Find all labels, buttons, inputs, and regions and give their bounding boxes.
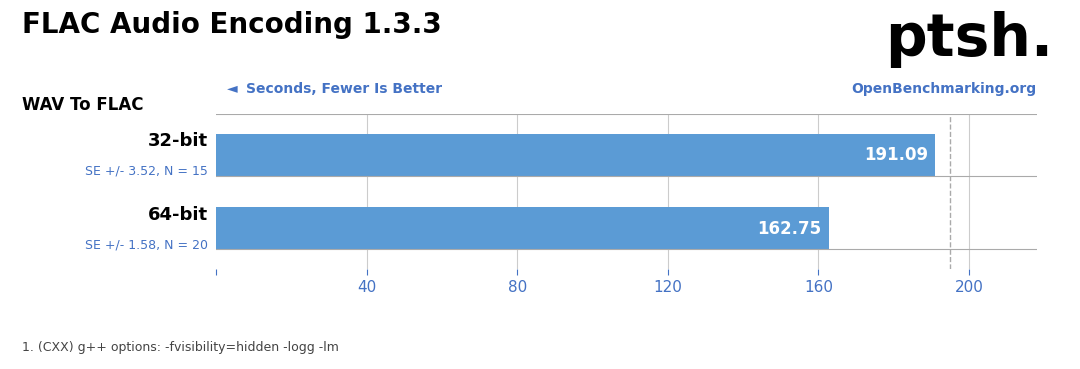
Text: ptsh.: ptsh. [886, 11, 1054, 68]
Text: 191.09: 191.09 [864, 146, 928, 164]
Text: 1. (CXX) g++ options: -fvisibility=hidden -logg -lm: 1. (CXX) g++ options: -fvisibility=hidde… [22, 341, 338, 354]
Text: SE +/- 1.58, N = 20: SE +/- 1.58, N = 20 [85, 239, 207, 252]
Text: 162.75: 162.75 [757, 220, 821, 238]
Text: FLAC Audio Encoding 1.3.3: FLAC Audio Encoding 1.3.3 [22, 11, 442, 39]
Text: ◄: ◄ [227, 82, 242, 96]
Bar [216, 207, 828, 250]
Text: SE +/- 3.52, N = 15: SE +/- 3.52, N = 15 [85, 165, 207, 178]
Text: 64-bit: 64-bit [148, 206, 207, 224]
Text: 32-bit: 32-bit [148, 132, 207, 150]
Bar [216, 134, 935, 176]
Text: Seconds, Fewer Is Better: Seconds, Fewer Is Better [246, 82, 443, 96]
Text: OpenBenchmarking.org: OpenBenchmarking.org [852, 82, 1037, 96]
Text: WAV To FLAC: WAV To FLAC [22, 96, 143, 114]
